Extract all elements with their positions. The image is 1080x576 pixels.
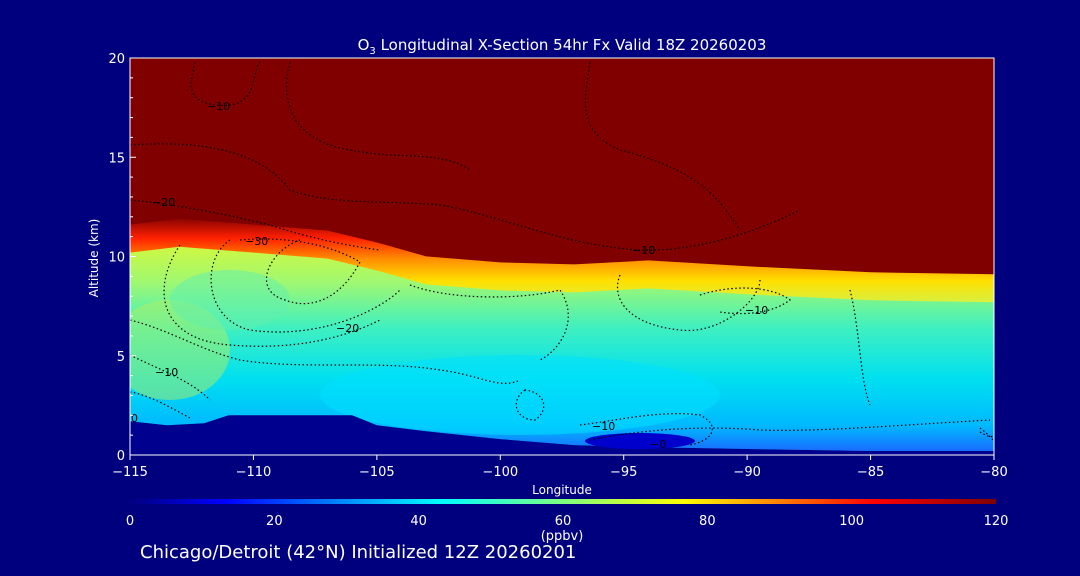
x-tick-label: −90 (733, 465, 760, 480)
contour-label: −10 (155, 366, 178, 379)
x-axis: −115 −110 −105 −100 −95 −90 −85 −80 (112, 455, 1008, 480)
contour-line (210, 239, 401, 333)
contour-line (589, 419, 991, 441)
y-tick-label: 10 (108, 251, 125, 266)
y-tick-label: 5 (117, 350, 125, 365)
footer-caption: Chicago/Detroit (42°N) Initialized 12Z 2… (140, 542, 577, 563)
contour-label: −10 (592, 420, 615, 433)
contour-label: −0 (650, 438, 666, 451)
colorbar-tick-label: 60 (555, 514, 572, 529)
contour-label: 0 (131, 412, 138, 425)
contour-line (979, 427, 994, 441)
contour-line (163, 244, 381, 347)
x-tick-label: −110 (236, 465, 272, 480)
x-tick-label: −115 (112, 465, 148, 480)
contour-label: −10 (632, 244, 655, 257)
colorbar-tick-label: 0 (126, 514, 134, 529)
contour-label: −30 (245, 235, 268, 248)
y-axis: 0 5 10 15 20 (108, 52, 136, 464)
tropopause-gradient (130, 216, 994, 303)
stratosphere-field (130, 58, 994, 275)
contour-line (130, 199, 381, 251)
contour-label: −20 (152, 196, 175, 209)
contour-label: −10 (745, 304, 768, 317)
y-tick-label: 15 (108, 151, 125, 166)
x-axis-label: Longitude (532, 483, 592, 497)
contour-line (190, 61, 261, 106)
x-tick-label: −95 (610, 465, 637, 480)
colorbar-tick-label: 120 (984, 514, 1009, 529)
x-tick-label: −100 (482, 465, 518, 480)
x-tick-label: −85 (857, 465, 884, 480)
contour-line (409, 284, 569, 361)
ozone-blob-green-2 (170, 270, 290, 330)
contour-line (699, 287, 792, 315)
contour-line (849, 289, 871, 406)
y-tick-label: 20 (108, 52, 125, 67)
plot-area: −10 −20 −30 −20 −10 −10 −10 −10 −0 0 (130, 58, 994, 455)
y-axis-label: Altitude (km) (87, 219, 101, 298)
contour-label: −20 (336, 322, 359, 335)
colorbar-label: (ppbv) (541, 529, 584, 544)
ozone-blob-cyan (320, 355, 720, 435)
colorbar-tick-label: 40 (410, 514, 427, 529)
contour-lines (130, 61, 994, 446)
terrain-mask (130, 415, 994, 455)
colorbar-ticks: 0 20 40 60 80 100 120 (126, 514, 1009, 529)
colorbar-tick-label: 80 (699, 514, 716, 529)
low-ozone-pocket (585, 433, 695, 449)
contour-line (515, 389, 545, 421)
contour-line (130, 391, 191, 419)
y-tick-label: 0 (117, 449, 125, 464)
contour-line (584, 61, 741, 231)
contour-line (130, 143, 801, 251)
contour-label: −10 (207, 100, 230, 113)
x-tick-label: −80 (980, 465, 1007, 480)
contour-line (130, 354, 211, 401)
chart-title: O3 Longitudinal X-Section 54hr Fx Valid … (358, 36, 767, 57)
colorbar (130, 499, 996, 504)
colorbar-tick-label: 100 (839, 514, 864, 529)
x-tick-label: −105 (359, 465, 395, 480)
colorbar-tick-label: 20 (266, 514, 283, 529)
